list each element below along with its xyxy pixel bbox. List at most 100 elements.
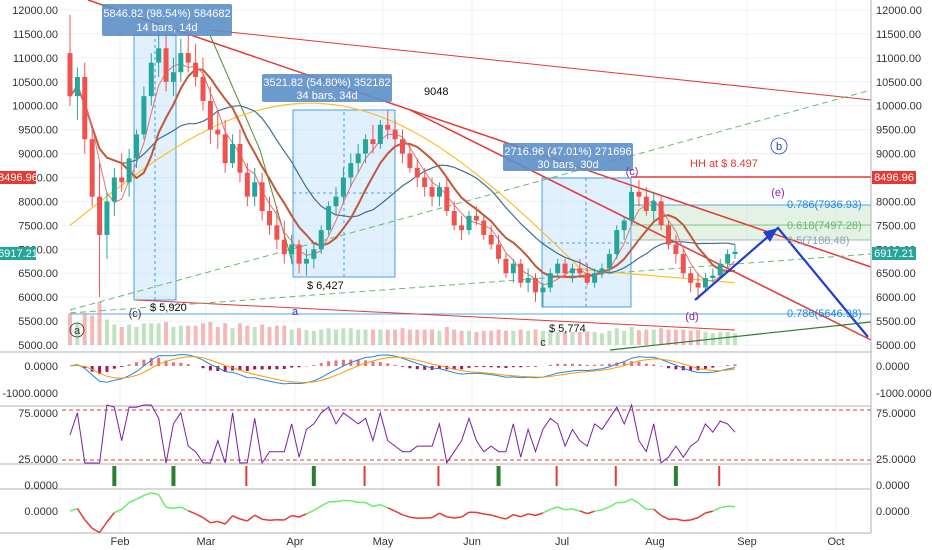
oscillator-segment	[283, 514, 293, 521]
price-annotation-5920: $ 5,920	[150, 302, 187, 314]
oscillator-segment	[409, 516, 418, 519]
trendline-support[interactable]	[135, 299, 736, 331]
wave-label-c: c	[540, 337, 546, 349]
volume-bar	[614, 328, 619, 345]
price-tick-left: 11500.00	[13, 29, 58, 41]
oscillator-segment	[454, 516, 462, 519]
macd-hist-bar	[386, 363, 390, 366]
macd-hist-bar	[519, 366, 523, 368]
candle-body	[340, 177, 346, 197]
oscillator-segment	[313, 505, 322, 512]
candle-body	[599, 268, 605, 274]
price-tick-left: 6000.00	[18, 292, 58, 304]
volume-bar	[415, 329, 420, 345]
oscillator-segment	[527, 513, 536, 517]
price-tick-right: 5500.00	[876, 316, 916, 328]
candle-body	[318, 230, 324, 250]
volume-bar	[304, 330, 309, 345]
volume-bar	[585, 331, 590, 345]
candle-body	[222, 134, 228, 164]
volume-bar	[563, 332, 568, 345]
oscillator-segment	[91, 527, 100, 534]
volume-bar	[215, 327, 220, 345]
volume-bar	[533, 329, 538, 345]
oscillator-segment	[705, 510, 714, 514]
trendline-green-solid[interactable]	[609, 321, 872, 351]
measure-label-3-line2: 30 bars, 30d	[537, 159, 598, 171]
volume-bar	[252, 327, 257, 345]
macd-hist-bar	[253, 366, 257, 370]
candle-body	[429, 187, 435, 197]
candle-body	[289, 244, 295, 255]
oscillator-segment	[601, 506, 610, 511]
indicator-tick-right: 0.0000	[876, 361, 910, 373]
volume-bar	[526, 330, 531, 345]
oscillator-segment	[505, 513, 514, 520]
volume-bar	[600, 333, 604, 345]
macd-hist-bar	[290, 366, 294, 368]
volume-bar	[651, 329, 656, 345]
macd-hist-bar	[726, 364, 730, 366]
oscillator-segment	[564, 508, 573, 511]
macd-hist-bar	[208, 366, 212, 371]
price-tick-left: 10000.00	[12, 101, 58, 113]
candle-body	[126, 158, 132, 183]
volume-bar	[577, 332, 582, 345]
volume-bar	[400, 328, 405, 345]
volume-bar	[555, 332, 560, 345]
oscillator-segment	[483, 513, 492, 516]
trendline-dashed-green-lower[interactable]	[69, 253, 872, 314]
volume-bar	[356, 329, 361, 345]
macd-hist-bar	[556, 363, 560, 366]
volume-bar	[171, 327, 176, 345]
x-axis-labels: Feb Mar Apr May Jun Jul Aug Sep Oct	[111, 536, 845, 548]
oscillator-segment	[498, 516, 507, 520]
candle-body	[422, 177, 428, 188]
oscillator-segment	[306, 509, 315, 515]
candle-body	[281, 239, 287, 255]
oscillator-segment	[594, 509, 603, 512]
oscillator-segment	[697, 512, 706, 519]
oscillator-segment	[195, 513, 204, 519]
macd-hist-bar	[268, 366, 271, 370]
price-tag-left-current: 6917.21	[0, 247, 38, 260]
wave-label-c-paren: (c)	[129, 308, 142, 320]
trendline-dashed-green-upper[interactable]	[69, 89, 872, 311]
oscillator-segment	[653, 508, 662, 516]
price-tick-right: 11000.00	[876, 53, 921, 65]
oscillator-segment	[631, 498, 640, 505]
oscillator-segment	[387, 507, 396, 512]
price-tag-left-hh-text: 8496.96	[0, 172, 38, 184]
indicator-tick-right: 25.0000	[876, 454, 916, 466]
macd-hist-bar	[504, 366, 508, 369]
trendline-descending[interactable]	[409, 109, 872, 341]
x-tick-label: Jun	[463, 536, 481, 548]
candle-body	[200, 77, 206, 101]
wave-label-e: (e)	[771, 187, 784, 199]
oscillator-segment	[246, 514, 256, 522]
candle-body	[577, 268, 583, 274]
candle-body	[267, 211, 272, 226]
oscillator-pane	[69, 492, 736, 534]
volume-bar	[393, 329, 398, 345]
fib-label-0786: 0.786(7936.93)	[787, 199, 862, 211]
oscillator-segment	[121, 502, 130, 510]
macd-hist-bar	[164, 360, 168, 366]
candle-body	[606, 254, 612, 269]
candle-body	[296, 244, 302, 264]
macd-pane	[69, 353, 737, 385]
volume-bar	[341, 328, 346, 345]
candle-body	[274, 225, 280, 240]
oscillator-segment	[727, 505, 736, 508]
trendline-major-resistance[interactable]	[87, 0, 872, 268]
macd-hist-bar	[689, 366, 693, 371]
oscillator-segment	[720, 505, 728, 509]
oscillator-segment	[291, 514, 300, 518]
macd-hist-bar	[157, 357, 161, 366]
x-tick-label: Feb	[111, 536, 130, 548]
volume-bar	[260, 324, 265, 345]
candle-body	[643, 196, 649, 211]
trendline-upper[interactable]	[209, 29, 872, 101]
candle-body	[163, 48, 169, 82]
